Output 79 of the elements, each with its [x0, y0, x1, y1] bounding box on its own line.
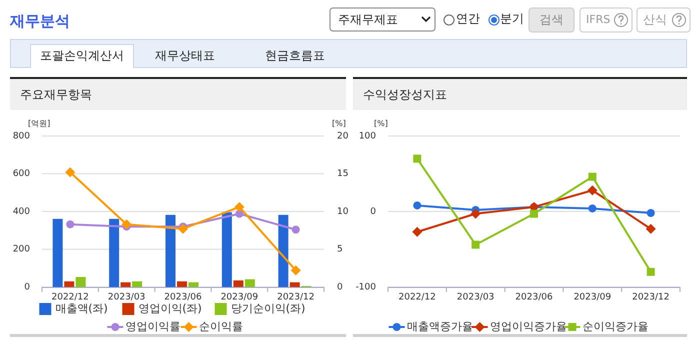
x-tick-label: 2023/12 [632, 292, 670, 302]
y-tick-label: 100 [358, 131, 376, 142]
x-tick-label: 2023/03 [456, 292, 494, 302]
x-tick-label: 2023/09 [574, 292, 612, 302]
y2-tick-label: 15 [337, 169, 348, 180]
x-tick-label: 2022/12 [52, 292, 89, 302]
text: 검색 [540, 12, 564, 26]
bar [188, 282, 198, 287]
bar [222, 212, 232, 287]
bar [109, 218, 120, 287]
point [292, 226, 300, 234]
text: 산식 [643, 12, 667, 26]
text: 분기 [500, 11, 524, 26]
point [413, 154, 422, 163]
y-axis-title: [억원] [28, 119, 50, 128]
y2-tick-label: 0 [337, 282, 343, 292]
x-tick-label: 2023/06 [515, 292, 553, 302]
text: 주재무제표 [338, 12, 398, 26]
point [413, 201, 422, 210]
bar [290, 282, 300, 287]
x-tick-label: 2023/12 [277, 292, 314, 302]
y2-tick-label: 5 [337, 244, 343, 255]
text: IFRS [586, 13, 610, 26]
point [646, 209, 655, 218]
point [472, 240, 480, 249]
bar [244, 279, 255, 287]
point [470, 208, 481, 219]
point [588, 204, 596, 212]
x-tick-label: 2022/12 [398, 292, 436, 302]
bar [233, 280, 244, 287]
y2-tick-label: 20 [337, 131, 349, 142]
bar [166, 214, 176, 287]
point [234, 202, 244, 212]
x-tick-label: 2023/03 [108, 292, 146, 302]
legend-label: 영업이익증가율 [490, 320, 567, 334]
legend-label: 매출액증가율 [406, 320, 473, 334]
point [646, 224, 656, 234]
point [588, 172, 596, 181]
bar [76, 276, 86, 287]
legend-label: 순이익률 [198, 320, 243, 334]
point [530, 210, 538, 218]
legend-label: 순이익증가율 [582, 320, 648, 334]
bar [52, 218, 63, 287]
y2-tick-label: 10 [337, 206, 349, 217]
y-axis-title: [%] [374, 119, 388, 128]
legend-label: 영업이익률 [125, 320, 180, 334]
y-tick-label: 0 [24, 282, 30, 292]
bar [177, 281, 187, 287]
y-tick-label: -100 [356, 282, 376, 292]
legend-label: 당기순이익(좌) [230, 302, 306, 316]
y-tick-label: 400 [12, 206, 30, 217]
y-tick-label: 600 [12, 169, 30, 180]
point [587, 185, 598, 196]
legend-label: 매출액(좌) [55, 302, 108, 316]
point [65, 167, 76, 178]
point [66, 220, 74, 228]
y2-axis-title: [%] [332, 119, 346, 128]
x-tick-label: 2023/09 [220, 292, 258, 302]
point [178, 224, 188, 234]
bar [64, 281, 74, 287]
point [290, 265, 301, 276]
text: 연간 [456, 11, 480, 26]
bar [132, 281, 142, 287]
y-tick-label: 0 [370, 206, 376, 217]
chart-title: 주요재무항목 [20, 87, 92, 102]
point [122, 219, 132, 230]
point [646, 268, 655, 276]
bar [278, 214, 288, 287]
y-tick-label: 800 [12, 131, 30, 142]
chart-title: 수익성장성지표 [363, 87, 447, 102]
x-tick-label: 2023/06 [164, 292, 202, 302]
text: 포괄손익계산서 [40, 48, 124, 62]
point [412, 226, 422, 237]
text: 재무상태표 [155, 48, 215, 62]
bar [120, 282, 131, 287]
y-tick-label: 200 [12, 244, 30, 255]
legend-label: 영업이익(좌) [138, 302, 202, 316]
text: 재무분석 [9, 12, 70, 30]
text: 현금흐름표 [265, 48, 325, 62]
